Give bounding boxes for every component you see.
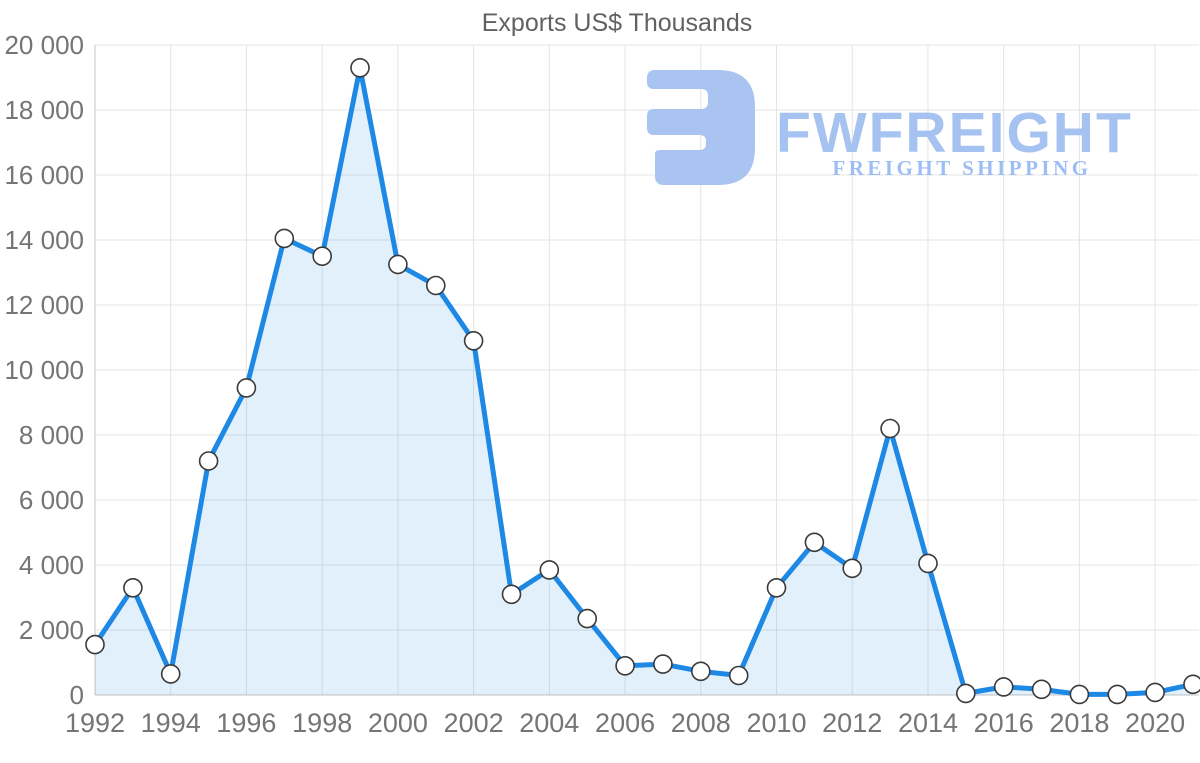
x-tick-label: 2014 bbox=[898, 708, 958, 738]
data-point-1999[interactable] bbox=[350, 58, 370, 78]
data-point-1994[interactable] bbox=[160, 664, 181, 684]
data-point-2004[interactable] bbox=[539, 560, 560, 580]
watermark-brand-text: FWFREIGHT bbox=[776, 101, 1133, 165]
x-tick-label: 2010 bbox=[746, 708, 806, 738]
x-tick-label: 2006 bbox=[595, 708, 655, 738]
x-tick-label: 2012 bbox=[822, 708, 882, 738]
y-tick-label: 14 000 bbox=[4, 225, 84, 255]
y-axis-tick-labels: 0 2 000 4 000 6 000 8 000 10 000 12 000 14 000 1… bbox=[4, 30, 84, 710]
axis-lines bbox=[94, 45, 1199, 696]
data-point-2014[interactable] bbox=[918, 553, 938, 574]
y-tick-label: 0 bbox=[70, 680, 84, 710]
y-tick-label: 16 000 bbox=[4, 160, 84, 190]
y-tick-label: 12 000 bbox=[4, 290, 84, 320]
data-point-2005[interactable] bbox=[577, 608, 598, 629]
data-point-2012[interactable] bbox=[842, 558, 863, 579]
x-tick-label: 2020 bbox=[1125, 708, 1185, 738]
data-point-2001[interactable] bbox=[425, 275, 446, 296]
x-tick-label: 2004 bbox=[519, 708, 579, 738]
data-point-1992[interactable] bbox=[85, 634, 105, 655]
y-tick-label: 10 000 bbox=[4, 355, 84, 385]
x-tick-label: 1998 bbox=[292, 708, 352, 738]
watermark-tagline-text: FREIGHT SHIPPING bbox=[832, 156, 1091, 180]
data-point-2013[interactable] bbox=[880, 418, 900, 439]
data-point-2019[interactable] bbox=[1107, 684, 1128, 705]
data-point-2011[interactable] bbox=[804, 532, 825, 553]
data-point-1997[interactable] bbox=[274, 228, 295, 249]
data-point-2000[interactable] bbox=[388, 254, 408, 275]
x-tick-label: 2018 bbox=[1049, 708, 1109, 738]
data-point-2008[interactable] bbox=[690, 661, 711, 682]
x-tick-label: 2000 bbox=[368, 708, 428, 738]
watermark-logo: FWFREIGHT FREIGHT SHIPPING bbox=[647, 70, 1133, 185]
data-point-2015[interactable] bbox=[955, 683, 976, 704]
data-point-2017[interactable] bbox=[1031, 679, 1052, 700]
x-tick-label: 1992 bbox=[65, 708, 125, 738]
data-point-2006[interactable] bbox=[615, 655, 635, 676]
data-point-2002[interactable] bbox=[463, 330, 484, 351]
data-point-1998[interactable] bbox=[312, 246, 333, 267]
data-point-2020[interactable] bbox=[1145, 682, 1165, 703]
y-tick-label: 4 000 bbox=[19, 550, 84, 580]
data-point-2007[interactable] bbox=[653, 654, 673, 674]
data-point-2021[interactable] bbox=[1183, 674, 1200, 695]
y-tick-label: 18 000 bbox=[4, 95, 84, 125]
y-tick-label: 8 000 bbox=[19, 420, 84, 450]
x-tick-label: 2008 bbox=[671, 708, 731, 738]
data-point-markers bbox=[85, 58, 1200, 705]
y-tick-label: 2 000 bbox=[19, 615, 84, 645]
data-point-1993[interactable] bbox=[123, 577, 143, 598]
x-axis-tick-labels: 1992 1994 1996 1998 2000 2002 2004 2006 2008 2010… bbox=[65, 708, 1185, 738]
data-point-1996[interactable] bbox=[236, 378, 257, 398]
x-tick-label: 2016 bbox=[974, 708, 1034, 738]
chart-title: Exports US$ Thousands bbox=[482, 9, 753, 37]
data-point-2018[interactable] bbox=[1069, 684, 1090, 705]
y-tick-label: 20 000 bbox=[4, 30, 84, 60]
data-point-2003[interactable] bbox=[501, 584, 522, 605]
data-point-2016[interactable] bbox=[993, 677, 1014, 697]
data-point-2009[interactable] bbox=[728, 665, 749, 686]
x-tick-label: 2002 bbox=[444, 708, 504, 738]
data-point-1995[interactable] bbox=[198, 451, 219, 471]
x-tick-label: 1994 bbox=[141, 708, 201, 738]
x-tick-label: 1996 bbox=[216, 708, 276, 738]
fwfreight-logo-icon bbox=[647, 70, 755, 185]
y-tick-label: 6 000 bbox=[19, 485, 84, 515]
data-point-2010[interactable] bbox=[766, 577, 787, 598]
